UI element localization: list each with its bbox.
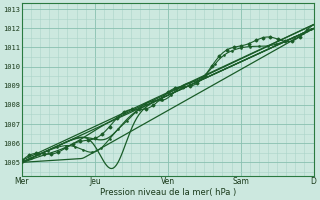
X-axis label: Pression niveau de la mer( hPa ): Pression niveau de la mer( hPa )	[100, 188, 236, 197]
